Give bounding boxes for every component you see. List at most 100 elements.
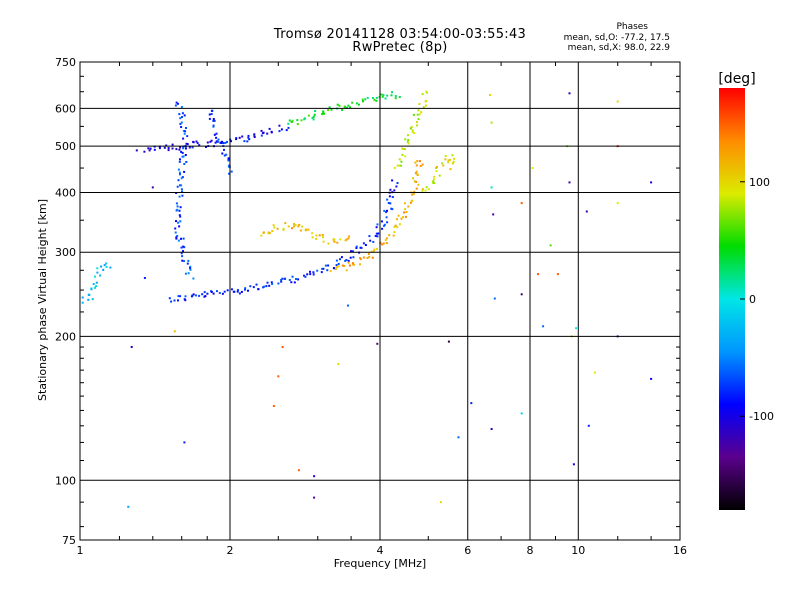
echo-point	[416, 113, 419, 116]
echo-point	[316, 269, 319, 272]
y-tick-label: 750	[55, 56, 76, 69]
echo-point	[278, 124, 281, 127]
echo-point	[311, 236, 314, 239]
echo-point	[223, 148, 225, 151]
echo-point	[177, 239, 180, 242]
echo-point	[248, 138, 251, 141]
echo-point	[321, 113, 324, 116]
echo-point	[334, 268, 337, 271]
echo-point	[396, 164, 399, 167]
echo-point	[181, 151, 184, 154]
echo-point	[368, 235, 371, 238]
echo-point	[182, 147, 185, 150]
scatter-point	[183, 441, 186, 444]
echo-point	[175, 101, 178, 104]
echo-point	[333, 238, 336, 241]
echo-point	[180, 246, 183, 249]
echo-point	[189, 268, 192, 271]
scatter-point	[297, 469, 300, 472]
echo-point	[409, 127, 412, 130]
scatter-point	[277, 375, 280, 378]
echo-point	[401, 147, 404, 150]
echo-point	[385, 216, 388, 219]
echo-point	[374, 235, 377, 237]
echo-point	[185, 147, 187, 150]
echo-point	[182, 245, 185, 248]
echo-point	[421, 93, 424, 96]
echo-point	[381, 95, 384, 98]
echo-point	[168, 297, 171, 300]
echo-point	[244, 288, 246, 291]
echo-point	[266, 281, 269, 284]
echo-point	[158, 147, 161, 150]
echo-point	[385, 237, 388, 240]
echo-point	[88, 293, 91, 296]
colorbar-tick-label: 100	[749, 176, 770, 189]
echo-point	[180, 121, 183, 124]
echo-trace	[143, 124, 290, 153]
echo-point	[185, 127, 187, 129]
echo-point	[352, 263, 355, 266]
echo-point	[290, 281, 293, 284]
echo-point	[348, 264, 351, 267]
echo-point	[180, 150, 183, 153]
echo-point	[153, 148, 156, 151]
echo-point	[371, 256, 374, 259]
echo-point	[309, 270, 311, 273]
echo-point	[215, 132, 218, 135]
echo-point	[189, 267, 192, 270]
echo-point	[349, 106, 352, 109]
echo-point	[322, 267, 325, 270]
echo-point	[418, 103, 421, 105]
echo-point	[311, 116, 314, 119]
echo-point	[411, 131, 414, 133]
echo-point	[306, 273, 309, 276]
echo-point	[453, 157, 455, 160]
echo-point	[414, 172, 417, 175]
echo-point	[95, 285, 98, 288]
echo-point	[212, 292, 215, 295]
echo-point	[326, 269, 329, 272]
echo-point	[418, 113, 421, 116]
echo-point	[180, 126, 183, 128]
echo-trace	[260, 222, 351, 245]
echo-point	[415, 187, 418, 190]
echo-point	[210, 139, 213, 142]
echo-point	[266, 132, 269, 135]
echo-point	[182, 155, 185, 158]
scatter-point	[593, 371, 596, 374]
scatter-point	[549, 244, 552, 247]
echo-point	[300, 119, 303, 122]
echo-point	[327, 109, 330, 112]
echo-point	[402, 216, 404, 218]
echo-point	[180, 184, 183, 187]
echo-point	[416, 174, 419, 176]
echo-point	[383, 223, 386, 226]
echo-point	[344, 239, 347, 242]
echo-point	[178, 171, 181, 174]
y-tick-label: 600	[55, 102, 76, 115]
echo-point	[189, 265, 192, 268]
echo-point	[309, 273, 312, 276]
echo-point	[179, 220, 182, 223]
echo-point	[213, 133, 216, 136]
echo-point	[179, 206, 182, 209]
echo-point	[180, 177, 183, 180]
echo-point	[417, 118, 420, 121]
echo-point	[338, 104, 341, 107]
echo-point	[267, 232, 270, 235]
echo-point	[284, 277, 287, 280]
echo-point	[303, 274, 305, 277]
echo-point	[175, 237, 178, 240]
echo-point	[396, 218, 398, 221]
echo-point	[180, 106, 183, 108]
scatter-point	[489, 93, 491, 96]
echo-point	[177, 295, 180, 298]
scatter-point	[376, 342, 379, 345]
echo-point	[228, 172, 230, 175]
echo-point	[350, 250, 352, 253]
echo-point	[167, 149, 170, 152]
echo-point	[375, 96, 378, 99]
echo-point	[313, 113, 316, 116]
